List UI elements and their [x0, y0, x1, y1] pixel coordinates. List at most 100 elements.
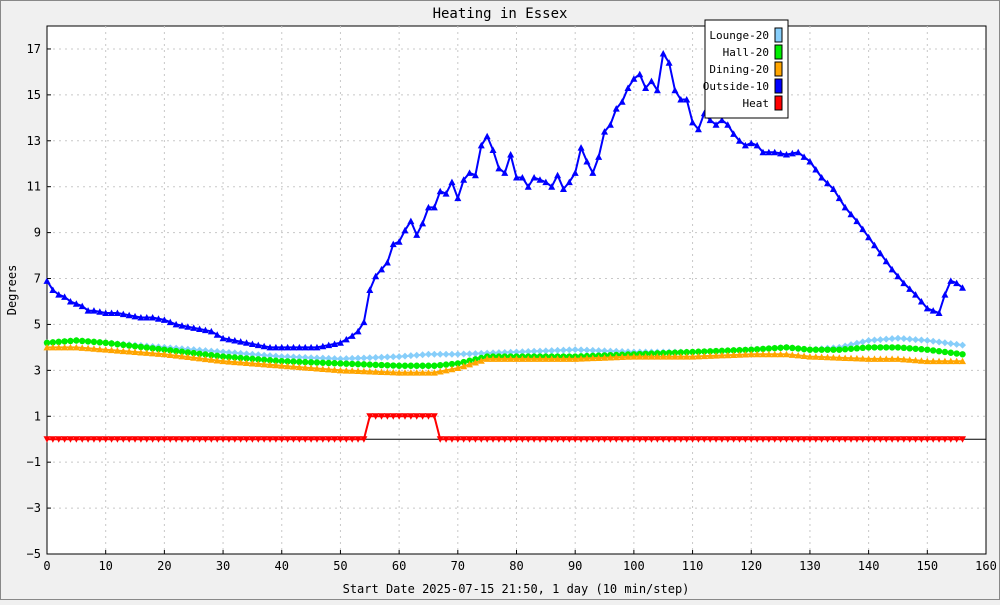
hall-20-point	[706, 348, 714, 355]
dining-20-point	[753, 350, 761, 358]
dining-20-point	[113, 347, 121, 354]
x-tick-label: 70	[451, 559, 465, 573]
legend-label-outside-10: Outside-10	[703, 80, 769, 93]
outside-10-point	[413, 231, 421, 238]
dining-20-point	[935, 357, 943, 365]
lounge-20-point	[876, 336, 884, 344]
dining-20-point	[571, 355, 579, 362]
outside-10-point	[513, 174, 520, 181]
hall-20-point	[319, 359, 327, 366]
heat-point	[413, 413, 421, 420]
outside-10-point	[847, 210, 855, 218]
heat-point	[647, 436, 655, 443]
outside-10-point	[876, 249, 884, 257]
lounge-20-point	[865, 337, 873, 345]
x-tick-label: 20	[157, 559, 171, 573]
outside-10-point	[542, 178, 550, 186]
heat-point	[800, 436, 808, 443]
heat-point	[43, 436, 51, 443]
heat-point	[289, 436, 297, 443]
lounge-20-point	[383, 353, 391, 361]
outside-10-point	[894, 272, 902, 280]
heat-point	[694, 436, 702, 443]
dining-20-point	[325, 365, 333, 373]
dining-20-point	[49, 343, 57, 351]
y-axis-label: Degrees	[5, 265, 19, 316]
outside-10-point	[43, 277, 51, 284]
dining-20-point	[477, 357, 485, 364]
heat-point	[700, 436, 708, 443]
outside-10-point	[342, 335, 350, 343]
hall-20-point	[149, 345, 156, 352]
heat-point	[477, 436, 485, 443]
lounge-20-point	[407, 352, 415, 360]
outside-10-point	[430, 203, 438, 211]
heat-point	[577, 436, 585, 443]
heat-point	[583, 436, 591, 443]
hall-20-point	[736, 346, 743, 354]
lounge-20-point	[571, 346, 579, 354]
lounge-20-point	[595, 347, 603, 355]
heat-point	[448, 436, 456, 443]
outside-10-point	[125, 311, 133, 319]
outside-10-point	[788, 149, 796, 157]
lounge-20-point	[266, 352, 274, 360]
dining-20-point	[219, 357, 227, 365]
hall-20-point	[894, 344, 902, 351]
lounge-20-point	[870, 336, 878, 344]
hall-20-point	[384, 362, 391, 369]
heat-point	[196, 436, 204, 443]
lounge-20-point	[272, 352, 280, 360]
lounge-20-point	[900, 335, 908, 343]
outside-10-point	[577, 144, 585, 151]
heat-point	[765, 436, 773, 443]
lounge-20-point	[959, 341, 967, 349]
dining-20-point	[859, 355, 867, 362]
hall-20-point	[836, 346, 843, 353]
heat-point	[243, 436, 251, 443]
dining-20-point	[953, 357, 961, 365]
dining-20-point	[213, 356, 221, 364]
x-axis-label: Start Date 2025-07-15 21:50, 1 day (10 m…	[343, 582, 690, 596]
dining-20-point	[96, 345, 104, 353]
heat-point	[906, 436, 914, 443]
outside-10-point	[219, 334, 227, 342]
outside-10-point	[383, 258, 391, 266]
dining-20-point	[231, 358, 239, 366]
dining-20-point	[225, 358, 233, 365]
heat-point	[665, 436, 673, 443]
heat-point	[542, 436, 550, 443]
dining-20-point	[612, 353, 620, 361]
lounge-20-point	[518, 348, 526, 356]
dining-20-point	[149, 349, 157, 357]
heat-point	[66, 436, 74, 443]
outside-10-point	[248, 340, 256, 347]
dining-20-point	[466, 360, 474, 368]
dining-20-point	[172, 352, 180, 359]
heat-point	[636, 436, 644, 443]
heat-point	[260, 436, 268, 443]
y-tick-label: −1	[27, 455, 41, 469]
outside-10-point	[941, 291, 949, 298]
dining-20-point	[642, 353, 650, 360]
dining-20-point	[354, 367, 362, 375]
dining-20-point	[413, 369, 421, 376]
lounge-20-point	[278, 353, 286, 361]
lounge-20-point	[284, 353, 292, 361]
lounge-20-point	[530, 347, 538, 355]
hall-20-point	[120, 341, 127, 349]
heat-point	[818, 436, 826, 443]
hall-20-point	[888, 344, 896, 351]
dining-20-point	[595, 354, 603, 361]
hall-20-point	[871, 344, 878, 351]
lounge-20-point	[477, 349, 485, 357]
outside-10-point	[466, 169, 474, 176]
dining-20-point	[589, 354, 597, 362]
lounge-20-point	[248, 350, 256, 358]
heat-point	[331, 436, 339, 443]
legend: Lounge-20 Hall-20 Dining-20 Outside-10 Heat	[703, 19, 789, 119]
heat-point	[72, 436, 80, 443]
outside-10-point	[571, 169, 579, 176]
heat-point	[859, 436, 867, 443]
dining-20-point	[424, 369, 432, 376]
